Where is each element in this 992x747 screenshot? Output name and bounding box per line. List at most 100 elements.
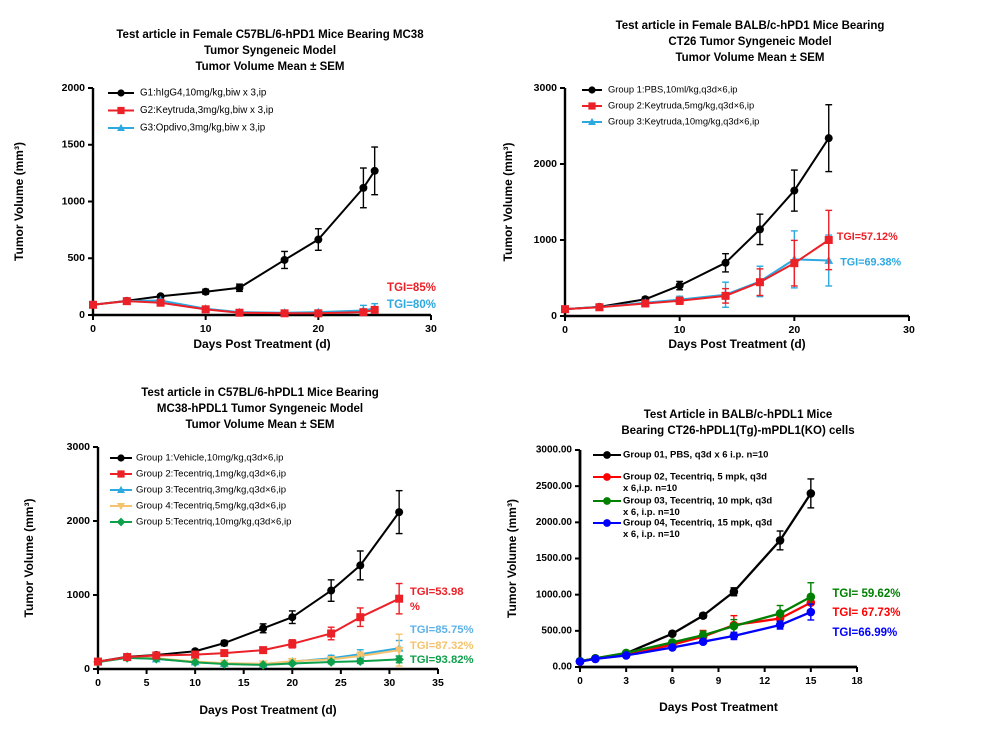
tgi-annotations: TGI=53.98% TGI=85.75% TGI=87.32% TGI=93.82% <box>410 586 474 666</box>
legend-label: G3:Opdivo,3mg/kg,biw x 3,ip <box>140 123 266 134</box>
tgi-annotation: TGI=87.32% <box>410 640 474 652</box>
chart-title-line: Tumor Volume Mean ± SEM <box>675 52 825 64</box>
y-tick-label: 500 <box>67 252 85 264</box>
data-point-marker <box>668 643 677 652</box>
data-point-marker <box>806 592 816 602</box>
data-point-marker <box>287 658 298 669</box>
legend-label: Group 4:Tecentriq,5mg/kg,q3d×6,ip <box>136 501 286 512</box>
data-point-marker <box>603 519 611 527</box>
data-point-marker <box>824 236 833 244</box>
data-point-marker <box>201 305 210 314</box>
y-axis-title: Tumor Volume (mm³) <box>501 143 515 262</box>
data-point-marker <box>117 502 125 511</box>
data-point-marker <box>641 299 650 308</box>
legend-label: Group 3:Keytruda,10mg/kg,q3d×6,ip <box>608 115 759 126</box>
data-point-marker <box>89 300 97 309</box>
tgi-annotation: TGI=80% <box>387 299 436 311</box>
y-tick-label: 0 <box>79 309 85 321</box>
chart-title-line: Tumor Syngeneic Model <box>203 45 337 57</box>
legend-label: x 6, i.p. n=10 <box>623 507 680 518</box>
series-1 <box>561 209 833 314</box>
data-point-marker <box>603 451 611 459</box>
legend-label: Group 2:Keytruda,5mg/kg,q3d×6,ip <box>608 99 754 110</box>
data-point-marker <box>116 517 126 527</box>
y-tick-label: 1500 <box>62 139 86 151</box>
data-point-marker <box>327 629 336 638</box>
data-point-marker <box>191 650 200 659</box>
data-point-marker <box>675 281 684 290</box>
legend: G1:hIgG4,10mg/kg,biw x 3,ip G2:Keytruda,3… <box>108 88 274 134</box>
legend: Group 1:PBS,10ml/kg,q3d×6,ip Group 2:Keyt… <box>582 83 759 126</box>
data-point-marker <box>258 660 268 670</box>
x-tick-label: 30 <box>425 323 437 335</box>
x-tick-label: 15 <box>238 677 250 689</box>
x-tick-label: 15 <box>805 676 817 687</box>
series-2 <box>560 230 834 313</box>
legend-label: Group 1:Vehicle,10mg/kg,q3d×6,ip <box>136 453 283 464</box>
x-tick-label: 6 <box>670 676 676 687</box>
data-point-marker <box>356 613 365 622</box>
x-axis-title: Days Post Treatment (d) <box>668 337 805 351</box>
data-point-marker <box>201 287 210 296</box>
y-tick-label: 2500.00 <box>536 481 573 492</box>
legend-label: Group 04, Tecentriq, 15 mpk, q3d <box>623 518 772 529</box>
data-point-marker <box>190 657 200 668</box>
tgi-annotations: TGI=57.12% TGI=69.38% <box>837 231 902 269</box>
data-point-marker <box>729 621 739 631</box>
x-tick-label: 10 <box>189 677 201 689</box>
chart-title-line: Test article in C57BL/6-hPDL1 Mice Beari… <box>141 387 379 399</box>
data-point-marker <box>775 609 785 618</box>
series-line <box>97 597 400 663</box>
x-tick-label: 3 <box>623 676 629 687</box>
data-point-marker <box>359 308 368 317</box>
legend: Group 1:Vehicle,10mg/kg,q3d×6,ip Group 2:… <box>110 453 291 528</box>
data-point-marker <box>595 303 604 312</box>
tgi-annotation: TGI=93.82% <box>410 654 474 666</box>
series-line <box>92 170 376 306</box>
series-line <box>579 610 812 663</box>
data-point-marker <box>219 659 230 669</box>
x-tick-label: 30 <box>903 324 915 336</box>
chart-plot: 0 3 6 9 12 15 18 0.00 500.00 1000.00 1500.00 2000.0… <box>505 445 900 714</box>
data-point-marker <box>117 106 125 115</box>
data-point-marker <box>94 657 102 666</box>
data-point-marker <box>220 639 229 648</box>
axes: 0 10 20 30 0 1000 2000 3000 Days Post Treatment … <box>501 82 915 351</box>
chart-plot: 0 10 20 30 0 500 1000 1500 2000 Days Post Treatme… <box>12 82 437 351</box>
data-point-marker <box>280 309 289 318</box>
y-tick-label: 0 <box>551 310 557 322</box>
tgi-annotation: TGI=85.75% <box>410 624 474 636</box>
series-1 <box>89 297 379 318</box>
tgi-annotations: TGI=85% TGI=80% <box>387 282 436 311</box>
legend-label: G2:Keytruda,3mg/kg,biw x 3,ip <box>140 105 274 116</box>
data-point-marker <box>220 649 229 658</box>
x-tick-label: 0 <box>562 324 568 336</box>
data-point-marker <box>721 291 730 300</box>
y-tick-label: 3000 <box>534 82 558 94</box>
series-line <box>579 601 812 663</box>
chart-title-line: Tumor Volume Mean ± SEM <box>185 419 335 431</box>
x-tick-label: 30 <box>384 677 396 689</box>
data-point-marker <box>588 86 596 94</box>
chart-title-line: Test article in Female BALB/c-hPD1 Mice … <box>615 20 885 32</box>
x-tick-label: 20 <box>312 323 324 335</box>
data-point-marker <box>806 607 816 617</box>
tgi-annotation: TGI=69.38% <box>840 257 901 269</box>
data-point-marker <box>698 630 708 640</box>
chart-title-line: MC38-hPDL1 Tumor Syngeneic Model <box>156 403 364 415</box>
axes: 0 3 6 9 12 15 18 0.00 500.00 1000.00 1500.00 2000.0… <box>505 445 863 714</box>
data-point-marker <box>117 485 125 494</box>
series-line <box>97 511 400 663</box>
series-line <box>97 656 400 666</box>
y-tick-label: 3000.00 <box>536 445 573 456</box>
y-axis-title: Tumor Volume (mm³) <box>22 499 36 618</box>
y-tick-label: 2000 <box>67 515 91 527</box>
tgi-annotation: % <box>410 601 420 613</box>
data-point-marker <box>280 255 289 264</box>
series-3 <box>575 603 816 666</box>
data-point-marker <box>790 259 799 268</box>
legend-label: x 6, i.p. n=10 <box>623 529 680 540</box>
data-point-marker <box>356 561 365 570</box>
data-point-marker <box>729 631 739 641</box>
